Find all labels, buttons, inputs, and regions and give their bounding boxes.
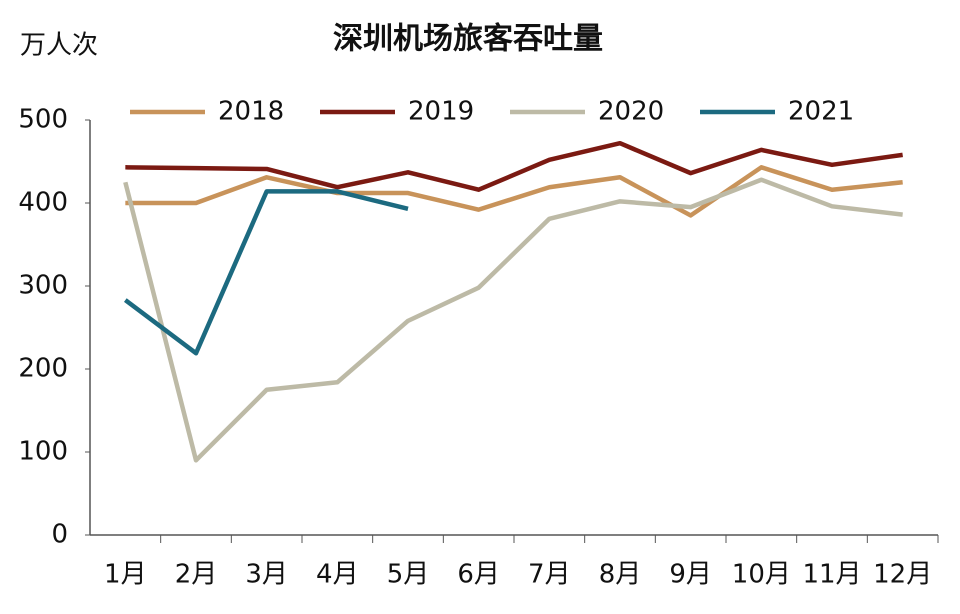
x-tick-label: 10月 (732, 560, 791, 590)
x-tick-label: 12月 (873, 560, 932, 590)
x-tick-label: 11月 (802, 560, 861, 590)
legend-label: 2018 (218, 97, 284, 127)
x-tick-label: 5月 (387, 560, 430, 590)
series-line (125, 140, 903, 192)
series-line (123, 177, 903, 463)
y-tick-label: 100 (18, 437, 68, 467)
x-tick-label: 6月 (457, 560, 500, 590)
chart-title: 深圳机场旅客吞吐量 (333, 22, 603, 57)
x-tick-label: 9月 (669, 560, 712, 590)
legend-label: 2020 (598, 97, 664, 127)
series-line (123, 189, 409, 356)
y-tick-label: 400 (18, 188, 68, 218)
y-tick-label: 0 (51, 520, 68, 550)
x-tick-label: 1月 (104, 560, 147, 590)
legend-label: 2019 (408, 97, 474, 127)
x-tick-label: 3月 (245, 560, 288, 590)
legend-label: 2021 (788, 97, 854, 127)
x-tick-label: 2月 (175, 560, 218, 590)
y-axis-label: 万人次 (20, 31, 98, 61)
series-line (125, 165, 903, 218)
x-tick-label: 7月 (528, 560, 571, 590)
y-tick-label: 300 (18, 271, 68, 301)
x-tick-label: 4月 (316, 560, 359, 590)
y-tick-label: 500 (18, 105, 68, 135)
x-tick-label: 8月 (599, 560, 642, 590)
y-tick-label: 200 (18, 354, 68, 384)
